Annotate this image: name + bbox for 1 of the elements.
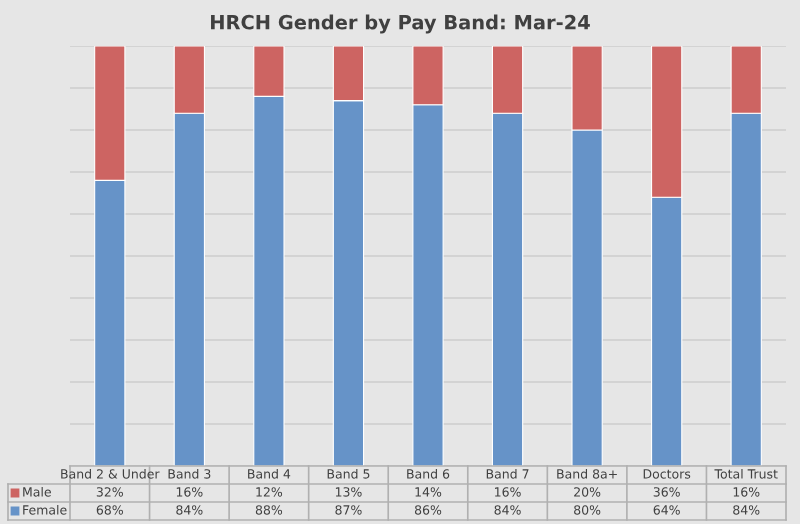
chart-title: HRCH Gender by Pay Band: Mar-24 <box>211 14 590 34</box>
